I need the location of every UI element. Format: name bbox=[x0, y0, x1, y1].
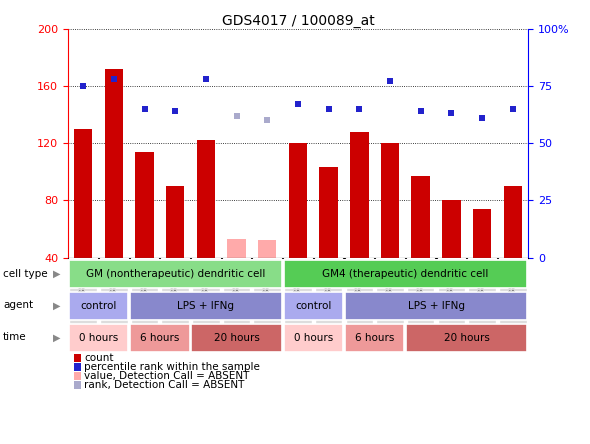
Text: 20 hours: 20 hours bbox=[444, 333, 490, 343]
Text: 6 hours: 6 hours bbox=[355, 333, 394, 343]
FancyBboxPatch shape bbox=[254, 258, 281, 326]
Title: GDS4017 / 100089_at: GDS4017 / 100089_at bbox=[222, 14, 374, 28]
Text: GSM384668: GSM384668 bbox=[477, 260, 487, 314]
Text: control: control bbox=[295, 301, 332, 311]
Text: 0 hours: 0 hours bbox=[79, 333, 118, 343]
Text: count: count bbox=[84, 353, 114, 363]
Text: GSM384655: GSM384655 bbox=[293, 260, 303, 314]
Bar bbox=[74, 129, 93, 258]
FancyBboxPatch shape bbox=[131, 258, 158, 326]
Text: ▶: ▶ bbox=[53, 333, 61, 342]
Bar bbox=[319, 167, 338, 258]
Bar bbox=[442, 200, 461, 258]
FancyBboxPatch shape bbox=[69, 324, 128, 352]
Text: GSM384660: GSM384660 bbox=[109, 260, 119, 314]
Bar bbox=[258, 240, 277, 258]
Bar bbox=[135, 152, 154, 258]
Text: time: time bbox=[3, 333, 27, 342]
Text: value, Detection Call = ABSENT: value, Detection Call = ABSENT bbox=[84, 371, 250, 381]
Bar bbox=[381, 143, 399, 258]
Text: LPS + IFNg: LPS + IFNg bbox=[408, 301, 464, 311]
FancyBboxPatch shape bbox=[345, 292, 527, 320]
FancyBboxPatch shape bbox=[130, 324, 189, 352]
FancyBboxPatch shape bbox=[192, 324, 281, 352]
Text: GSM384663: GSM384663 bbox=[201, 260, 211, 314]
FancyBboxPatch shape bbox=[376, 258, 404, 326]
FancyBboxPatch shape bbox=[499, 258, 526, 326]
Text: percentile rank within the sample: percentile rank within the sample bbox=[84, 362, 260, 372]
Text: GSM384665: GSM384665 bbox=[263, 260, 272, 314]
Bar bbox=[503, 186, 522, 258]
FancyBboxPatch shape bbox=[345, 324, 404, 352]
Text: GSM384662: GSM384662 bbox=[140, 260, 149, 314]
FancyBboxPatch shape bbox=[70, 258, 97, 326]
Text: GSM384661: GSM384661 bbox=[355, 260, 364, 314]
FancyBboxPatch shape bbox=[284, 258, 312, 326]
Text: GSM384664: GSM384664 bbox=[232, 260, 241, 314]
FancyBboxPatch shape bbox=[130, 292, 281, 320]
Bar bbox=[411, 176, 430, 258]
Text: cell type: cell type bbox=[3, 269, 48, 278]
FancyBboxPatch shape bbox=[438, 258, 465, 326]
Text: rank, Detection Call = ABSENT: rank, Detection Call = ABSENT bbox=[84, 380, 245, 390]
FancyBboxPatch shape bbox=[69, 260, 281, 288]
Text: GSM384657: GSM384657 bbox=[385, 260, 395, 314]
Text: 0 hours: 0 hours bbox=[294, 333, 333, 343]
Text: ▶: ▶ bbox=[53, 301, 61, 310]
Text: agent: agent bbox=[3, 301, 33, 310]
FancyBboxPatch shape bbox=[407, 324, 527, 352]
Bar bbox=[166, 186, 185, 258]
FancyBboxPatch shape bbox=[407, 258, 434, 326]
FancyBboxPatch shape bbox=[346, 258, 373, 326]
Text: LPS + IFNg: LPS + IFNg bbox=[178, 301, 234, 311]
Text: GSM384656: GSM384656 bbox=[78, 260, 88, 314]
Bar bbox=[104, 69, 123, 258]
FancyBboxPatch shape bbox=[100, 258, 127, 326]
FancyBboxPatch shape bbox=[468, 258, 496, 326]
Bar bbox=[196, 140, 215, 258]
FancyBboxPatch shape bbox=[223, 258, 250, 326]
FancyBboxPatch shape bbox=[284, 324, 343, 352]
FancyBboxPatch shape bbox=[284, 260, 527, 288]
FancyBboxPatch shape bbox=[69, 292, 128, 320]
Bar bbox=[289, 143, 307, 258]
Text: control: control bbox=[80, 301, 117, 311]
Text: ▶: ▶ bbox=[53, 269, 61, 278]
Text: GSM384666: GSM384666 bbox=[416, 260, 425, 314]
Text: 20 hours: 20 hours bbox=[214, 333, 260, 343]
Text: GSM384659: GSM384659 bbox=[324, 260, 333, 314]
Text: GSM384667: GSM384667 bbox=[447, 260, 456, 314]
FancyBboxPatch shape bbox=[315, 258, 342, 326]
Text: GSM384658: GSM384658 bbox=[171, 260, 180, 314]
FancyBboxPatch shape bbox=[162, 258, 189, 326]
Text: 6 hours: 6 hours bbox=[140, 333, 179, 343]
Bar bbox=[473, 209, 491, 258]
Bar bbox=[350, 132, 369, 258]
Text: GSM384669: GSM384669 bbox=[508, 260, 517, 314]
Text: GM4 (therapeutic) dendritic cell: GM4 (therapeutic) dendritic cell bbox=[322, 269, 489, 279]
FancyBboxPatch shape bbox=[284, 292, 343, 320]
Bar bbox=[227, 239, 246, 258]
Text: GM (nontherapeutic) dendritic cell: GM (nontherapeutic) dendritic cell bbox=[86, 269, 265, 279]
FancyBboxPatch shape bbox=[192, 258, 219, 326]
